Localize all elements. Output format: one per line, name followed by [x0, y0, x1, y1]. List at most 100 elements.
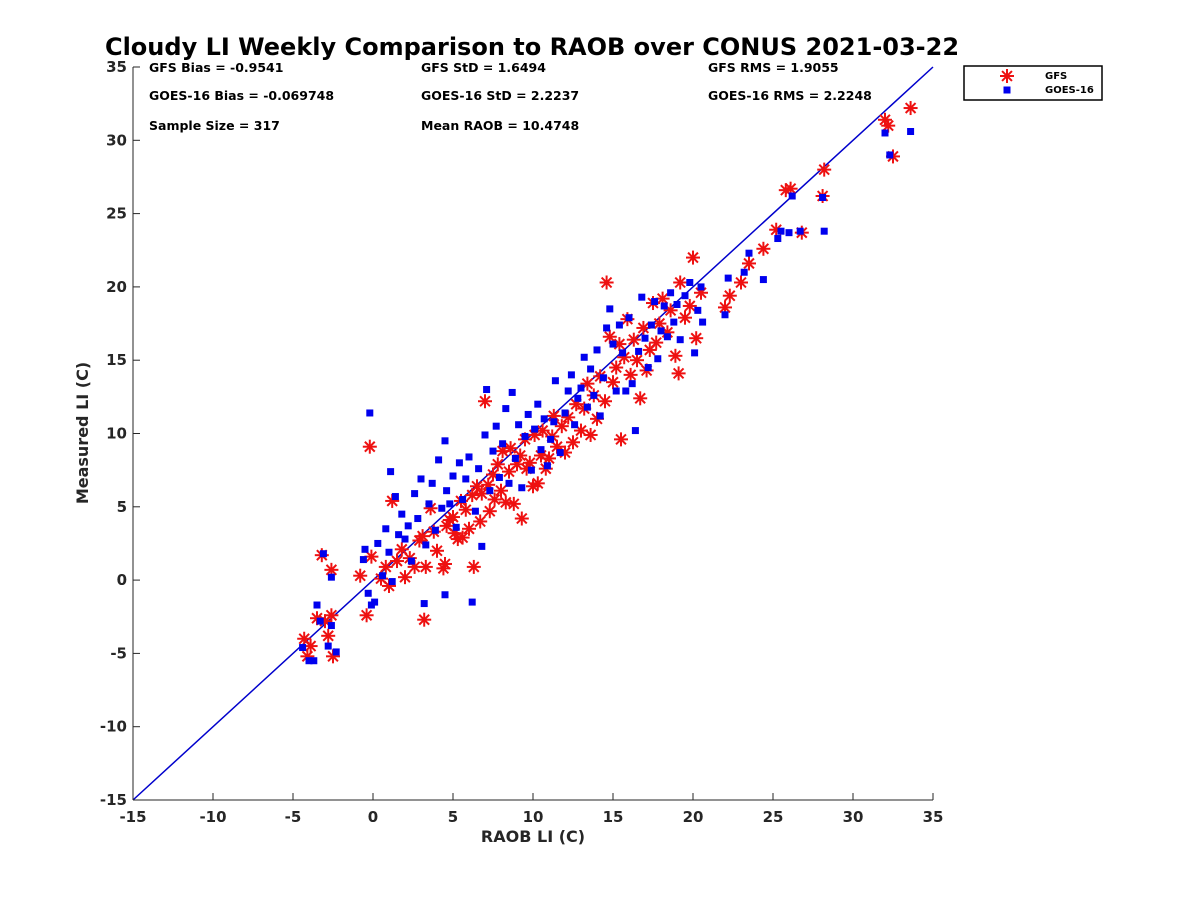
x-tick-label: 30 [843, 808, 864, 826]
goes16-point [407, 557, 415, 565]
gfs-point [630, 353, 644, 368]
gfs-point [903, 101, 918, 116]
goes16-point [551, 377, 559, 385]
goes16-point [417, 475, 425, 483]
legend-goes16-label: GOES-16 [1045, 85, 1094, 96]
goes16-point [404, 522, 412, 530]
goes16-point [686, 279, 694, 287]
gfs-point [462, 521, 476, 536]
goes16-point [361, 545, 369, 553]
goes16-point [465, 453, 473, 461]
gfs-point [494, 483, 508, 498]
goes16-point [777, 227, 785, 235]
goes16-point [574, 394, 582, 402]
y-tick-label: 35 [106, 58, 127, 76]
goes16-point [428, 479, 436, 487]
goes16-point [774, 235, 782, 243]
gfs-point [398, 570, 412, 585]
stat-mean-raob: Mean RAOB = 10.4748 [421, 118, 579, 133]
gfs-point [364, 549, 379, 564]
goes16-point [691, 349, 699, 357]
goes16-point [622, 387, 630, 395]
goes16-point [327, 573, 335, 581]
gfs-point [436, 561, 451, 576]
gfs-point [353, 568, 368, 583]
gfs-point [321, 628, 336, 643]
goes16-point [299, 644, 307, 652]
gfs-point [678, 310, 692, 325]
gfs-point [470, 479, 484, 494]
goes16-point [435, 456, 443, 464]
y-tick-label: 5 [117, 498, 127, 516]
goes16-point [462, 475, 470, 483]
goes16-point [577, 384, 585, 392]
goes16-point [486, 487, 494, 495]
goes16-point [441, 437, 449, 445]
stat-goes16-bias: GOES-16 Bias = -0.069748 [149, 88, 334, 103]
gfs-point [481, 477, 496, 492]
goes16-point [319, 550, 327, 558]
goes16-point [366, 409, 374, 417]
goes16-point [681, 292, 689, 300]
stat-gfs-std: GFS StD = 1.6494 [421, 60, 546, 75]
goes16-point [359, 556, 367, 564]
goes16-point [382, 525, 390, 533]
gfs-point [673, 275, 688, 290]
goes16-point [505, 479, 513, 487]
gfs-point [487, 492, 502, 507]
goes16-point [587, 365, 595, 373]
gfs-point [514, 511, 529, 526]
gfs-point [602, 329, 617, 344]
goes16-point [550, 418, 558, 426]
goes16-point [697, 283, 705, 291]
goes16-point [745, 249, 753, 257]
goes16-point [820, 227, 828, 235]
y-tick-label: 20 [106, 278, 127, 296]
goes16-point [385, 548, 393, 556]
gfs-point [742, 256, 756, 271]
goes16-point [571, 421, 579, 429]
gfs-point [542, 451, 556, 466]
gfs-point [614, 432, 628, 447]
goes16-point [631, 427, 639, 435]
x-tick-label: 35 [923, 808, 944, 826]
goes16-point [609, 340, 617, 348]
legend-gfs-label: GFS [1045, 71, 1067, 82]
stat-goes16-rms: GOES-16 RMS = 2.2248 [708, 88, 872, 103]
gfs-point [359, 608, 374, 623]
goes16-point [556, 449, 564, 457]
gfs-point [609, 360, 624, 375]
y-tick-label: 10 [106, 425, 127, 443]
x-tick-label: -15 [119, 808, 146, 826]
goes16-point [492, 422, 500, 430]
x-tick-label: 10 [523, 808, 544, 826]
goes16-point [819, 193, 827, 201]
gfs-point [390, 554, 404, 569]
goes16-point [886, 151, 894, 159]
y-axis-ticks: -15 -10 -5 0 5 10 15 20 25 30 35 [100, 58, 140, 809]
goes16-point [475, 465, 483, 473]
goes16-point [521, 432, 529, 440]
stat-gfs-rms: GFS RMS = 1.9055 [708, 60, 839, 75]
goes16-point [543, 462, 551, 470]
goes16-point [657, 327, 665, 335]
gfs-point [566, 435, 580, 450]
gfs-point [446, 510, 460, 525]
goes16-point [619, 349, 627, 357]
gfs-point [466, 559, 481, 574]
goes16-point [660, 302, 668, 310]
gfs-point [580, 376, 595, 391]
goes16-point [625, 314, 633, 322]
legend-gfs-symbol [1000, 69, 1014, 83]
goes16-point [670, 318, 678, 326]
goes16-point [527, 466, 535, 474]
gfs-point [430, 543, 444, 558]
goes16-point [449, 472, 457, 480]
goes16-point [724, 274, 732, 282]
gfs-point [324, 562, 339, 577]
x-tick-label: 15 [603, 808, 624, 826]
gfs-point [649, 335, 664, 350]
goes16-point [785, 229, 793, 237]
gfs-point [455, 530, 470, 545]
goes16-point [459, 495, 467, 503]
